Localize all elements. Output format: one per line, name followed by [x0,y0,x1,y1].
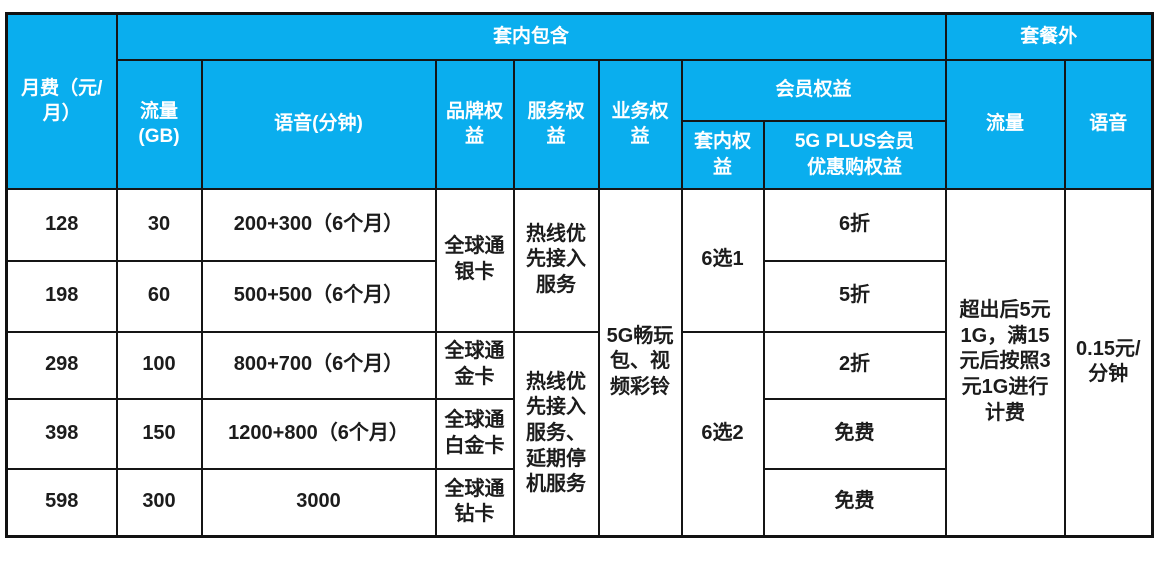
header-in-package: 套内包含 [115,12,947,61]
fee-cell: 398 [5,397,118,470]
plan-row-298: 298 100 800+700（6个月） 全球通 金卡 热线优 先接入 服务、 … [5,330,1153,538]
plan-row-198: 198 60 500+500（6个月） 5折 [5,259,1153,333]
plus-discount-cell: 免费 [762,467,947,538]
fee-cell: 598 [5,467,118,538]
plus-discount-cell: 2折 [762,330,947,400]
plan-row-598: 598 300 3000 全球通 钻卡 免费 [5,467,1153,538]
data-gb-cell: 300 [115,467,203,538]
brand-benefit-cell-silver: 全球通 银卡 [434,187,515,333]
brand-benefit-cell-diamond: 全球通 钻卡 [434,467,515,538]
voice-cell: 1200+800（6个月） [200,397,437,470]
voice-cell: 200+300（6个月） [200,187,437,262]
voice-cell: 3000 [200,467,437,538]
service-benefit-cell-hotline-delay: 热线优 先接入 服务、 延期停 机服务 [512,330,600,538]
fee-cell: 198 [5,259,118,333]
business-benefit-cell: 5G畅玩 包、视 频彩铃 [597,187,683,538]
header-member-benefit: 会员权益 [680,58,947,122]
brand-benefit-cell-gold: 全球通 金卡 [434,330,515,400]
plus-discount-cell: 5折 [762,259,947,333]
header-extra-data: 流量 [944,58,1066,190]
data-gb-cell: 150 [115,397,203,470]
header-monthly-fee: 月费（元/ 月） [5,12,118,190]
plan-row-398: 398 150 1200+800（6个月） 全球通 白金卡 免费 [5,397,1153,470]
plan-pricing-table: 月费（元/ 月） 套内包含 套餐外 流量 (GB) 语音(分钟) 品牌权 益 服… [5,12,1155,538]
header-voice-minutes: 语音(分钟) [200,58,437,190]
data-gb-cell: 60 [115,259,203,333]
header-out-of-package: 套餐外 [944,12,1154,61]
data-gb-cell: 30 [115,187,203,262]
extra-data-rule-cell: 超出后5元 1G，满15 元后按照3 元1G进行 计费 [944,187,1066,538]
fee-cell: 298 [5,330,118,400]
service-benefit-cell-hotline: 热线优 先接入 服务 [512,187,600,333]
voice-cell: 500+500（6个月） [200,259,437,333]
plan-row-128: 128 30 200+300（6个月） 全球通 银卡 热线优 先接入 服务 5G… [5,187,1154,538]
header-data-gb: 流量 (GB) [115,58,203,190]
member-benefit-cell-pick2: 6选2 [680,330,765,538]
header-5g-plus-benefit: 5G PLUS会员 优惠购权益 [762,119,947,190]
brand-benefit-cell-platinum: 全球通 白金卡 [434,397,515,470]
header-extra-voice: 语音 [1063,58,1154,190]
header-in-package-benefit: 套内权 益 [680,119,765,190]
voice-cell: 800+700（6个月） [200,330,437,400]
header-service-benefit: 服务权 益 [512,58,600,190]
plus-discount-cell: 6折 [762,187,947,262]
data-gb-cell: 100 [115,330,203,400]
header-business-benefit: 业务权 益 [597,58,683,190]
fee-cell: 128 [5,187,118,262]
member-benefit-cell-pick1: 6选1 [680,187,765,333]
plus-discount-cell: 免费 [762,397,947,470]
extra-voice-rule-cell: 0.15元/ 分钟 [1063,187,1154,538]
header-brand-benefit: 品牌权 益 [434,58,515,190]
